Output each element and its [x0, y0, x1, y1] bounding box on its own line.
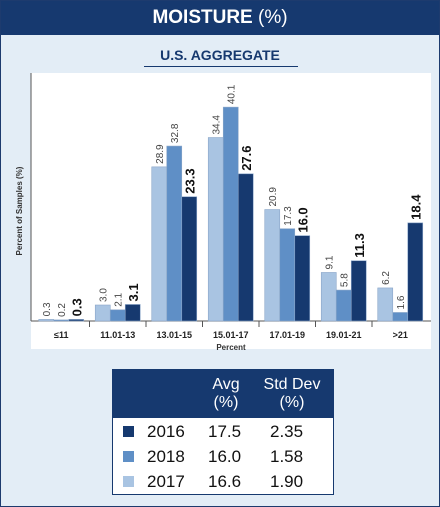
legend-table: Avg (%) Std Dev (%) 2016 17.5 2.35 2018 … [112, 369, 334, 495]
data-label-2017-2: 28.9 [155, 144, 166, 164]
data-label-2016-4: 16.0 [295, 207, 310, 232]
avg-header-unit: (%) [213, 394, 239, 411]
bar-2017-4 [264, 209, 281, 322]
legend-avg: 17.5 [208, 422, 242, 441]
legend-row-2017: 2017 16.6 1.90 [113, 468, 333, 493]
bar-2016-5 [350, 260, 367, 322]
data-label-2017-5: 9.1 [324, 255, 335, 269]
legend-sd: 2.35 [270, 422, 304, 441]
x-tick-label: 11.01-13 [100, 330, 135, 340]
bar-2018-6 [392, 312, 409, 322]
bar-2018-4 [279, 228, 296, 322]
bar-2016-6 [407, 222, 424, 322]
legend-sd: 1.90 [270, 472, 304, 491]
x-tick-label: 15.01-17 [213, 330, 249, 340]
bar-2017-6 [377, 287, 394, 322]
data-label-2018-0: 0.2 [57, 303, 68, 317]
data-label-2018-4: 17.3 [283, 206, 294, 226]
bar-group: 0.3 0.2 0.3≤113.0 2.1 3.111.01-1328.932.823.… [38, 84, 424, 340]
legend-swatch-2017 [123, 476, 134, 487]
y-axis-label: Percent of Samples (%) [15, 166, 24, 255]
chart-subtitle: U.S. AGGREGATE [160, 47, 280, 63]
sd-header: Std Dev (%) [259, 376, 325, 412]
bar-2016-4 [294, 235, 311, 322]
bar-2018-1 [109, 309, 126, 322]
sd-header-unit: (%) [279, 394, 305, 411]
legend-avg: 16.0 [208, 447, 242, 466]
data-label-2016-1: 3.1 [126, 283, 141, 301]
data-label-2016-6: 18.4 [408, 194, 423, 220]
bar-2017-2 [151, 166, 168, 322]
data-label-2018-5: 5.8 [339, 273, 350, 287]
sd-header-label: Std Dev [263, 376, 321, 393]
legend-header: Avg (%) Std Dev (%) [113, 370, 333, 418]
bar-2018-5 [335, 289, 352, 322]
x-axis-label: Percent [216, 343, 246, 352]
avg-header: Avg (%) [201, 376, 251, 412]
data-label-2017-4: 20.9 [268, 187, 279, 207]
legend-swatch-2018 [123, 451, 134, 462]
legend-year: 2017 [147, 472, 185, 491]
bar-2017-5 [320, 272, 337, 322]
bar-2016-2 [181, 196, 198, 322]
x-tick-label: 19.01-21 [326, 330, 362, 340]
bar-2017-3 [207, 137, 224, 322]
chart-title-unit: (%) [258, 7, 288, 28]
subtitle-underline [144, 66, 298, 67]
legend-year: 2018 [147, 447, 185, 466]
chart-header: MOISTURE (%) [1, 1, 439, 35]
legend-year: 2016 [147, 422, 185, 441]
data-label-2017-6: 6.2 [381, 271, 392, 285]
data-label-2018-3: 40.1 [226, 84, 237, 104]
bar-chart: Percent of Samples (%) Percent 0.3 0.2 0.3… [15, 73, 431, 352]
data-label-2016-3: 27.6 [239, 145, 254, 170]
bar-2018-0 [53, 319, 70, 322]
bar-2017-0 [38, 319, 55, 322]
data-label-2017-0: 0.3 [42, 302, 53, 316]
data-label-2016-0: 0.3 [69, 298, 84, 316]
data-label-2018-6: 1.6 [396, 295, 407, 309]
data-label-2016-5: 11.3 [352, 233, 367, 258]
data-label-2018-1: 2.1 [113, 292, 124, 306]
bar-2018-3 [222, 106, 239, 322]
legend-row-2016: 2016 17.5 2.35 [113, 418, 333, 443]
x-tick-label: ≤11 [54, 330, 68, 340]
chart-title: MOISTURE [152, 7, 253, 28]
legend-swatch-2016 [123, 426, 134, 437]
legend-row-2018: 2018 16.0 1.58 [113, 443, 333, 468]
data-label-2016-2: 23.3 [182, 168, 197, 193]
data-label-2017-3: 34.4 [211, 115, 222, 135]
bar-2016-3 [237, 173, 254, 322]
bar-2016-1 [124, 304, 141, 322]
avg-header-label: Avg [212, 376, 240, 393]
legend-avg: 16.6 [208, 472, 242, 491]
x-tick-label: 13.01-15 [156, 330, 192, 340]
bar-2018-2 [166, 145, 183, 322]
data-label-2017-1: 3.0 [98, 288, 109, 302]
bar-2016-0 [68, 319, 85, 322]
data-label-2018-2: 32.8 [170, 123, 181, 143]
legend-sd: 1.58 [270, 447, 304, 466]
bar-2017-1 [94, 304, 111, 322]
x-tick-label: 17.01-19 [269, 330, 305, 340]
x-tick-label: >21 [393, 330, 408, 340]
